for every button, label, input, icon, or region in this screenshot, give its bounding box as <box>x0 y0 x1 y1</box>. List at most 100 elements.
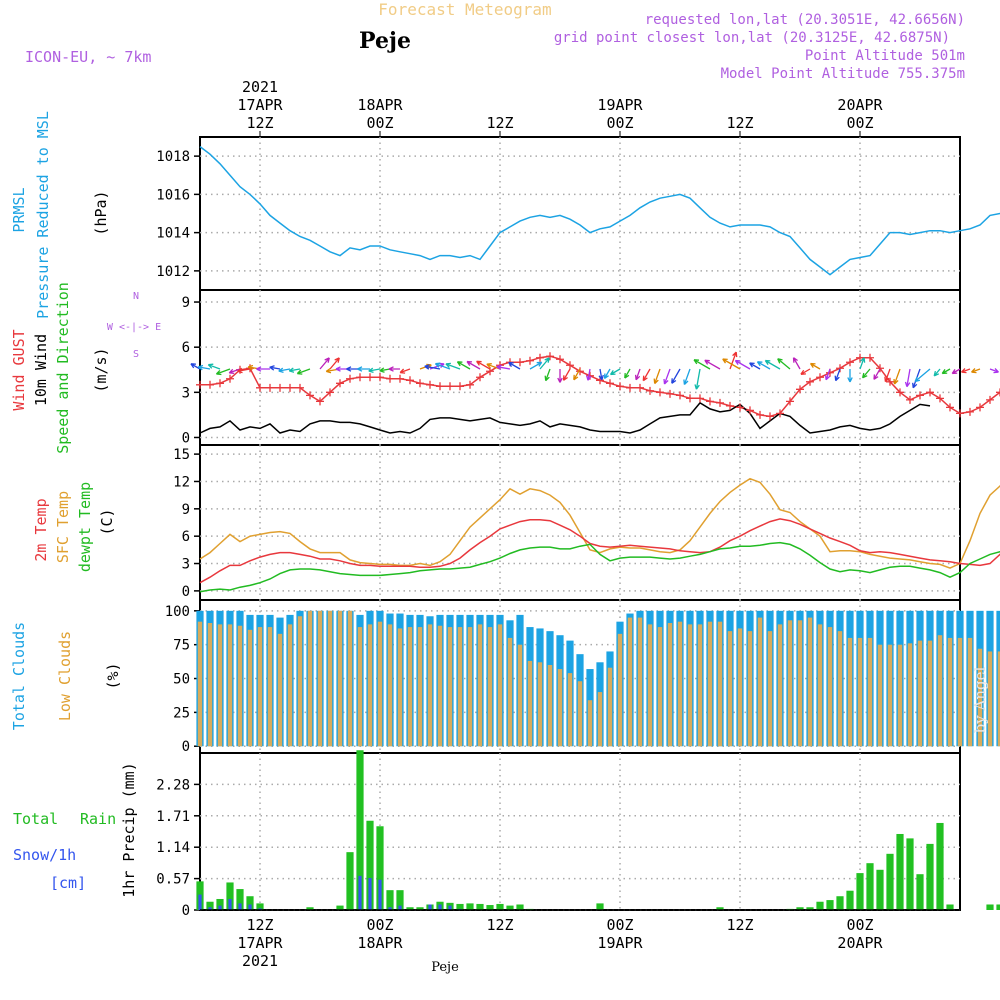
top-time-label: 12Z <box>246 114 273 132</box>
low-cloud-bar <box>727 631 733 747</box>
gust-marker <box>376 373 384 382</box>
panel-frame-pressure <box>199 136 961 291</box>
low-cloud-bar <box>277 633 283 747</box>
gust-marker <box>426 380 434 389</box>
gust-marker <box>396 374 404 383</box>
gust-marker <box>446 382 454 391</box>
precip-total-bar <box>246 896 254 910</box>
gust-marker <box>666 389 674 398</box>
dewpt-temp-line <box>199 541 1000 593</box>
gust-marker <box>306 391 314 400</box>
gust-marker <box>656 388 664 397</box>
point-altitude: Point Altitude 501m <box>805 48 965 64</box>
gust-marker <box>516 358 524 367</box>
gust-marker <box>336 379 344 388</box>
gust-marker <box>906 395 914 404</box>
low-cloud-bar <box>497 624 503 747</box>
precip-labels: Total Rain Snow/1h [cm] 1hr Precip (mm) <box>13 762 138 897</box>
wind-direction-arrow <box>508 361 521 370</box>
low-cloud-bar <box>747 631 753 747</box>
cloud-label-low: Low Clouds <box>56 631 74 721</box>
gust-marker <box>216 379 224 388</box>
cloud-unit: (%) <box>104 662 122 689</box>
wind-10m-line <box>199 401 931 434</box>
precip-total-bar <box>356 750 364 910</box>
panel-frame-precip <box>199 752 961 911</box>
low-cloud-bar <box>427 624 433 747</box>
gust-marker <box>326 388 334 397</box>
gust-marker <box>386 374 394 383</box>
y-tick-label-pressure: 1018 <box>156 149 190 165</box>
wind-direction-arrow <box>424 364 441 370</box>
y-tick-label-clouds: 25 <box>173 705 190 721</box>
low-cloud-bar <box>967 637 973 747</box>
precip-total-bar <box>386 890 394 910</box>
precip-snow-bar <box>428 904 432 910</box>
wind-direction-arrow <box>861 368 871 379</box>
y-tick-label-temperature: 9 <box>182 502 190 518</box>
gust-marker <box>966 407 974 416</box>
gust-marker <box>636 383 644 392</box>
wind-direction-arrow <box>671 368 681 384</box>
gust-marker <box>286 383 294 392</box>
y-tick-label-precip: 1.71 <box>156 809 190 825</box>
precip-label-snow: Snow/1h <box>13 846 76 864</box>
temp-2m-line <box>199 518 1000 584</box>
gust-marker <box>266 383 274 392</box>
low-cloud-bar <box>317 610 323 747</box>
panel-frame-temperature <box>199 444 961 601</box>
gust-marker <box>866 353 874 362</box>
location-title: Peje <box>359 28 411 54</box>
wind-direction-arrow <box>190 363 201 370</box>
precip-snow-bar <box>378 879 382 910</box>
bottom-time-label: 12Z <box>246 916 273 934</box>
gust-marker <box>536 353 544 362</box>
wind-direction-arrow <box>859 357 866 370</box>
gust-marker <box>616 382 624 391</box>
low-cloud-bar <box>247 629 253 747</box>
temp-label-sfc: SFC Temp <box>54 491 72 563</box>
compass-north: N <box>133 291 139 302</box>
top-time-label: 2021 <box>242 78 278 96</box>
wind-direction-arrow <box>756 361 771 370</box>
precip-total-bar <box>816 901 824 910</box>
gust-marker <box>696 394 704 403</box>
cloud-bars <box>196 610 1000 747</box>
precip-snow-bar <box>208 907 212 910</box>
wind-direction-arrow <box>598 368 604 381</box>
series-lines <box>199 146 1000 593</box>
gust-marker <box>916 391 924 400</box>
gust-marker <box>276 383 284 392</box>
low-cloud-bar <box>627 617 633 747</box>
wind-direction-arrow <box>539 357 550 370</box>
gust-marker <box>896 388 904 397</box>
wind-direction-arrow <box>809 362 821 370</box>
gust-marker <box>466 380 474 389</box>
wind-direction-arrow <box>197 364 211 371</box>
pressure-unit: (hPa) <box>92 190 110 235</box>
panel-y-ticks: 1012101410161018036903691215025507510000… <box>156 149 200 919</box>
gust-marker <box>746 406 754 415</box>
gust-marker <box>766 412 774 421</box>
precip-snow-bar <box>358 875 362 910</box>
wind-direction-arrow <box>529 361 543 370</box>
low-cloud-bar <box>337 610 343 747</box>
low-cloud-bar <box>897 644 903 747</box>
top-time-label: 00Z <box>846 114 873 132</box>
precip-total-bar <box>206 901 214 910</box>
wind-direction-arrow <box>368 367 381 374</box>
gust-marker <box>576 367 584 376</box>
low-cloud-bar <box>327 610 333 747</box>
wind-direction-arrow <box>399 368 411 374</box>
wind-direction-arrow <box>357 366 370 372</box>
gust-marker <box>196 380 204 389</box>
precip-total-bar <box>336 905 344 910</box>
low-cloud-bar <box>807 617 813 747</box>
precip-total-bar <box>906 838 914 910</box>
wind-direction-arrow <box>496 364 511 371</box>
wind-direction-arrow <box>476 360 491 370</box>
gust-marker <box>316 397 324 406</box>
gust-marker <box>786 397 794 406</box>
gust-marker <box>776 409 784 418</box>
